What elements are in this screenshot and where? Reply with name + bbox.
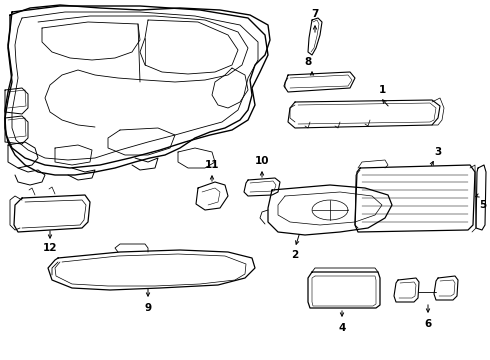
Text: 7: 7 [311, 9, 318, 19]
Text: 4: 4 [338, 323, 345, 333]
Text: 2: 2 [292, 250, 298, 260]
Text: 3: 3 [434, 147, 441, 157]
Text: 10: 10 [255, 156, 269, 166]
Text: 8: 8 [304, 57, 312, 67]
Text: 1: 1 [378, 85, 386, 95]
Text: 6: 6 [424, 319, 432, 329]
Text: 12: 12 [43, 243, 57, 253]
Text: 5: 5 [479, 200, 487, 210]
Text: 9: 9 [145, 303, 151, 313]
Text: 11: 11 [205, 160, 219, 170]
